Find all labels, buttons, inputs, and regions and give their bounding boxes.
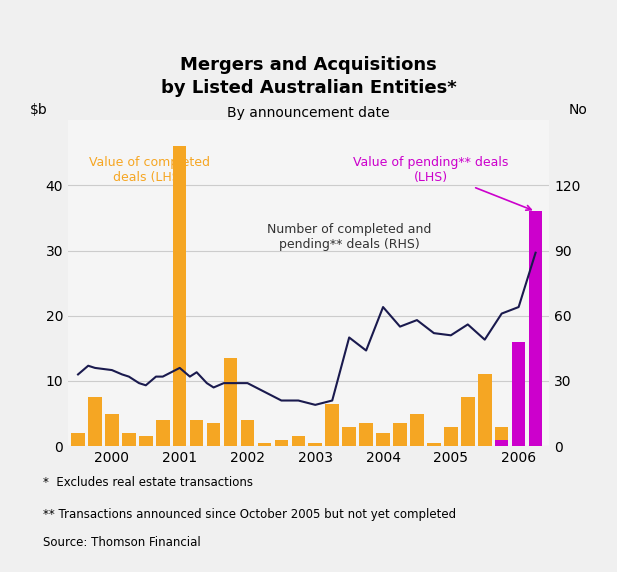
Bar [427, 443, 441, 446]
Bar [207, 423, 220, 446]
Bar [376, 433, 390, 446]
Bar [190, 420, 204, 446]
Bar [444, 427, 458, 446]
Bar [156, 420, 170, 446]
Bar [342, 427, 356, 446]
Y-axis label: $b: $b [30, 103, 48, 117]
Text: ** Transactions announced since October 2005 but not yet completed: ** Transactions announced since October … [43, 507, 457, 521]
Bar [275, 440, 288, 446]
Bar [461, 397, 474, 446]
Bar [173, 146, 186, 446]
Text: By announcement date: By announcement date [227, 106, 390, 120]
Bar [224, 358, 238, 446]
Bar [495, 427, 508, 446]
Bar [529, 420, 542, 446]
Bar [529, 212, 542, 446]
Bar [512, 342, 526, 446]
Bar [258, 443, 271, 446]
Bar [512, 384, 526, 446]
Bar [410, 414, 424, 446]
Bar [325, 404, 339, 446]
Bar [495, 440, 508, 446]
Text: Number of completed and
pending** deals (RHS): Number of completed and pending** deals … [267, 224, 431, 252]
Bar [71, 433, 85, 446]
Text: Value of pending** deals
(LHS): Value of pending** deals (LHS) [353, 156, 531, 210]
Bar [122, 433, 136, 446]
Bar [478, 375, 492, 446]
Y-axis label: No: No [569, 103, 587, 117]
Bar [359, 423, 373, 446]
Bar [105, 414, 118, 446]
Bar [139, 436, 152, 446]
Bar [393, 423, 407, 446]
Bar [88, 397, 102, 446]
Text: *  Excludes real estate transactions: * Excludes real estate transactions [43, 476, 253, 489]
Bar [308, 443, 322, 446]
Text: by Listed Australian Entities*: by Listed Australian Entities* [160, 80, 457, 97]
Text: Source: Thomson Financial: Source: Thomson Financial [43, 536, 201, 549]
Text: Mergers and Acquisitions: Mergers and Acquisitions [180, 57, 437, 74]
Bar [292, 436, 305, 446]
Text: Value of completed
deals (LHS): Value of completed deals (LHS) [89, 156, 210, 184]
Bar [241, 420, 254, 446]
